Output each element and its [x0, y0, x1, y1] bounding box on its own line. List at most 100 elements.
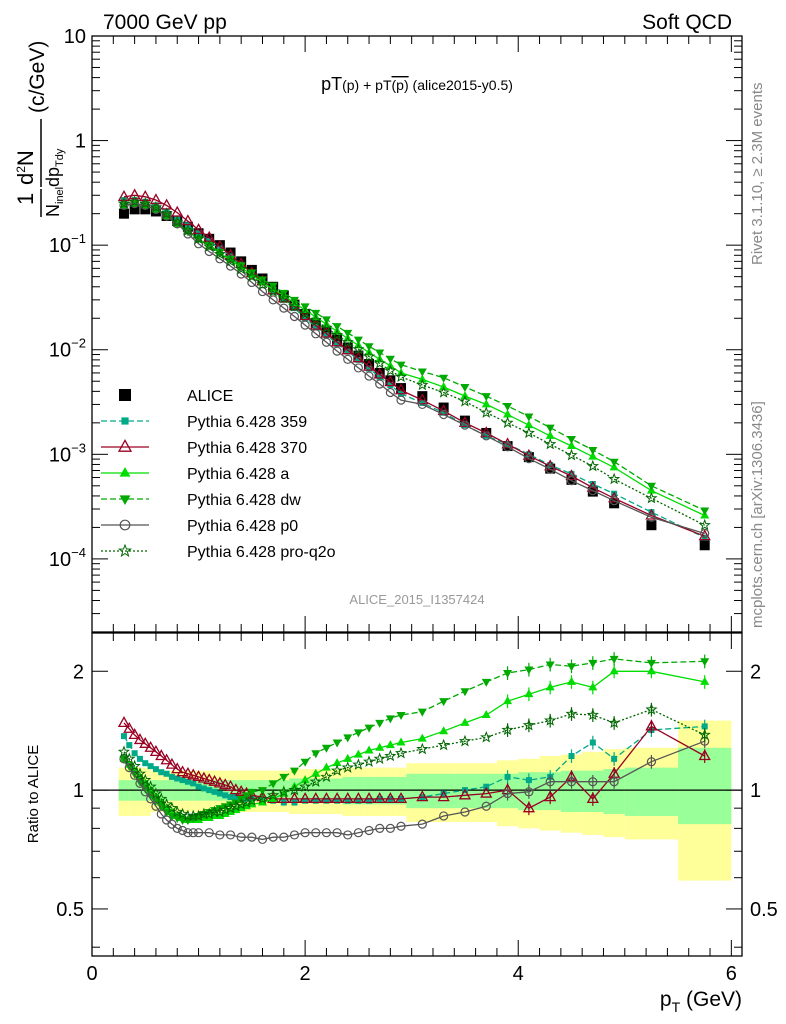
- ratio-point: [183, 828, 193, 838]
- legend: ALICE Pythia 6.428 359 Pythia 6.428 370 Pyt…: [101, 388, 336, 561]
- ratio-panel: 0 2 4 6 0.5 0.5 1 1 2 2: [56, 632, 778, 985]
- ratio-point: [277, 785, 290, 798]
- ratio-point: [302, 797, 309, 804]
- ratio-point: [332, 739, 342, 748]
- data-point: [323, 332, 330, 339]
- data-point: [245, 270, 258, 282]
- ratio-point: [247, 832, 257, 842]
- ratio-point: [362, 755, 376, 768]
- header-right: Soft QCD: [642, 11, 732, 34]
- ratio-point: [373, 752, 386, 765]
- data-point: [501, 416, 514, 429]
- ratio-point: [257, 787, 267, 796]
- ratio-point: [184, 778, 191, 785]
- legend-entry: Pythia 6.428 370: [101, 439, 307, 457]
- data-point: [396, 383, 407, 394]
- data-point: [524, 413, 534, 422]
- data-point: [481, 431, 491, 441]
- ratio-point: [120, 733, 127, 740]
- ratio-point: [460, 807, 470, 817]
- data-point: [193, 239, 204, 249]
- ratio-point: [199, 810, 209, 819]
- data-point: [332, 323, 342, 332]
- data-point: [458, 395, 472, 407]
- ratio-y-tick-label-right: 2: [750, 661, 761, 683]
- ratio-point: [222, 792, 229, 799]
- data-point: [460, 391, 470, 400]
- ratio-point: [200, 785, 207, 792]
- ratio-point: [190, 780, 197, 787]
- series-line: [123, 201, 705, 526]
- data-point: [321, 325, 332, 336]
- data-point: [417, 368, 427, 377]
- ratio-point: [188, 828, 198, 838]
- ratio-point: [179, 777, 186, 784]
- ratio-point: [299, 780, 312, 792]
- ratio-point: [567, 676, 577, 685]
- series-pythia-6-428-p0: [119, 198, 710, 539]
- legend-marker: [121, 417, 129, 425]
- data-point: [567, 436, 577, 445]
- ratio-point: [524, 666, 534, 675]
- ratio-point: [439, 698, 449, 707]
- data-point: [226, 255, 236, 264]
- data-point: [524, 454, 534, 464]
- data-point: [545, 430, 555, 439]
- ratio-point: [174, 775, 181, 782]
- ratio-point: [321, 762, 331, 771]
- legend-entry: Pythia 6.428 359: [101, 414, 307, 431]
- data-point: [503, 402, 513, 411]
- ratio-point: [299, 792, 312, 804]
- legend-label: Pythia 6.428 pro-q2o: [187, 544, 336, 561]
- data-point: [235, 262, 248, 275]
- data-point: [417, 391, 428, 402]
- x-tick-label: 0: [86, 963, 97, 985]
- ratio-point: [698, 728, 711, 741]
- ratio-point: [437, 790, 450, 802]
- series-pythia-6-428-pro-q2o: [117, 195, 711, 531]
- main-panel: 10 1 10−1 10−2 10−3 10−4: [49, 26, 743, 956]
- uncertainty-band-stat: [624, 767, 679, 816]
- ratio-point: [417, 819, 427, 829]
- ratio-point: [503, 669, 513, 678]
- data-point: [119, 200, 129, 210]
- ratio-point: [481, 801, 491, 811]
- ratio-y-tick-label-right: 0.5: [750, 899, 778, 921]
- ratio-frame: [91, 632, 743, 957]
- ratio-point: [193, 828, 204, 838]
- data-point: [320, 326, 333, 338]
- ylabel-one: 1: [13, 193, 38, 205]
- data-point: [300, 303, 310, 312]
- title-sub2: (p): [392, 77, 409, 93]
- data-point: [503, 409, 513, 418]
- ratio-point: [458, 734, 472, 747]
- data-point: [288, 299, 301, 312]
- ratio-point: [645, 703, 658, 715]
- ratio-point: [155, 792, 168, 805]
- ratio-point: [131, 750, 138, 757]
- data-point: [192, 232, 205, 245]
- ratio-point: [144, 780, 157, 792]
- legend-label: Pythia 6.428 a: [187, 466, 289, 483]
- data-point: [384, 364, 397, 376]
- data-point: [439, 409, 449, 420]
- data-point: [236, 256, 247, 267]
- ratio-point: [187, 768, 200, 780]
- ratio-point: [646, 666, 656, 675]
- ratio-point: [384, 792, 397, 804]
- data-point: [353, 336, 363, 345]
- ratio-point: [700, 676, 710, 685]
- ratio-point: [215, 830, 225, 840]
- y-tick-label: 1: [75, 131, 86, 153]
- ratio-point: [195, 783, 202, 790]
- ratio-point: [144, 740, 157, 752]
- data-point: [385, 355, 395, 364]
- ratio-point: [646, 659, 656, 668]
- ratio-point: [396, 737, 406, 746]
- ratio-point: [176, 765, 189, 777]
- ratio-point: [232, 794, 239, 801]
- ratio-point: [203, 773, 216, 785]
- data-point: [247, 269, 257, 278]
- ratio-point: [309, 792, 322, 804]
- ratio-point: [140, 787, 150, 797]
